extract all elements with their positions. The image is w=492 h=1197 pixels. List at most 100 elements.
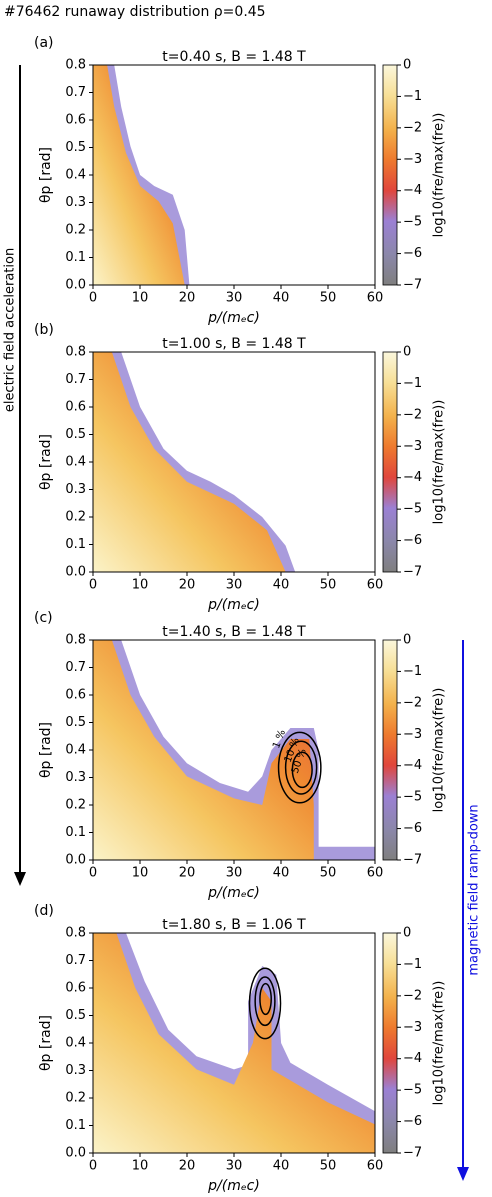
x-tick-label: 50 [320,866,337,881]
y-tick-label: 0.2 [65,798,86,813]
y-axis-label: θp [rad] [38,1015,54,1071]
arrow-label: electric field acceleration [3,248,18,412]
y-tick-label: 0.0 [65,1146,86,1161]
colorbar-tick-label: −6 [403,533,422,548]
colorbar-tick-label: −6 [403,821,422,836]
y-tick-label: 0.2 [65,1091,86,1106]
figure-title: #76462 runaway distribution ρ=0.45 [4,4,266,20]
y-tick-label: 0.8 [65,926,86,941]
colorbar-tick-label: 0 [403,926,411,941]
y-tick-label: 0.7 [65,953,86,968]
x-tick-label: 60 [367,291,384,306]
colorbar-tick-label: −3 [403,439,422,454]
y-tick-label: 0.4 [65,743,86,758]
x-tick-label: 30 [226,291,243,306]
colorbar-tick-label: −4 [403,470,422,485]
colorbar-tick-label: −4 [403,183,422,198]
y-tick-label: 0.6 [65,113,86,128]
colorbar [382,639,398,861]
x-tick-label: 30 [226,1159,243,1174]
y-tick-label: 0.1 [65,537,86,552]
y-tick-label: 0.4 [65,1036,86,1051]
y-tick-label: 0.5 [65,140,86,155]
y-tick-label: 0.0 [65,565,86,580]
heatmap-core [93,640,314,860]
colorbar [382,64,398,286]
contour [248,967,282,1040]
x-tick-label: 0 [89,1159,97,1174]
x-axis-label: p/(mₑc) [207,310,260,326]
contour [277,731,322,804]
x-tick-label: 60 [367,1159,384,1174]
x-tick-label: 10 [132,291,149,306]
heatmap-core [93,933,375,1153]
colorbar-tick-label: −6 [403,246,422,261]
colorbar-tick-label: −3 [403,1020,422,1035]
colorbar-tick-label: −5 [403,790,422,805]
colorbar-tick-label: −2 [403,695,422,710]
colorbar-tick-label: −7 [403,278,422,293]
panel-label: (d) [34,903,54,919]
contour [259,982,272,1016]
colorbar-tick-label: −2 [403,120,422,135]
y-tick-label: 0.4 [65,455,86,470]
x-tick-label: 0 [89,291,97,306]
y-tick-label: 0.6 [65,400,86,415]
x-tick-label: 30 [226,866,243,881]
colorbar-tick-label: −5 [403,1083,422,1098]
y-tick-label: 0.8 [65,345,86,360]
colorbar-tick-label: 0 [403,58,411,73]
arrow-head [14,872,26,886]
x-tick-label: 30 [226,578,243,593]
x-tick-label: 40 [273,866,290,881]
y-tick-label: 0.1 [65,250,86,265]
panel-label: (b) [34,322,54,338]
x-tick-label: 50 [320,578,337,593]
colorbar-tick-label: −5 [403,215,422,230]
y-tick-label: 0.7 [65,660,86,675]
x-tick-label: 10 [132,578,149,593]
colorbar-label: log10(fre/max(fre)) [432,981,447,1106]
y-tick-label: 0.5 [65,715,86,730]
colorbar [382,932,398,1154]
x-axis-label: p/(mₑc) [207,1178,260,1194]
x-tick-label: 40 [273,291,290,306]
colorbar-tick-label: 0 [403,633,411,648]
chart-title: t=1.40 s, B = 1.48 T [162,624,306,640]
colorbar-tick-label: −1 [403,957,422,972]
y-tick-label: 0.2 [65,223,86,238]
x-tick-label: 10 [132,1159,149,1174]
x-tick-label: 50 [320,1159,337,1174]
colorbar-label: log10(fre/max(fre)) [432,688,447,813]
y-tick-label: 0.5 [65,427,86,442]
colorbar-tick-label: −4 [403,758,422,773]
y-tick-label: 0.8 [65,58,86,73]
x-tick-label: 20 [179,291,196,306]
colorbar-tick-label: −1 [403,376,422,391]
chart-title: t=1.80 s, B = 1.06 T [162,917,306,933]
y-axis-label: θp [rad] [38,147,54,203]
colorbar-tick-label: −3 [403,727,422,742]
colorbar-tick-label: −2 [403,988,422,1003]
heatmap-core [93,352,286,572]
contour [291,751,313,789]
x-tick-label: 60 [367,866,384,881]
x-tick-label: 20 [179,1159,196,1174]
y-tick-label: 0.3 [65,770,86,785]
y-tick-label: 0.1 [65,825,86,840]
y-tick-label: 0.1 [65,1118,86,1133]
colorbar-tick-label: 0 [403,345,411,360]
colorbar-tick-label: −1 [403,89,422,104]
colorbar-tick-label: −7 [403,565,422,580]
y-tick-label: 0.0 [65,853,86,868]
x-tick-label: 0 [89,866,97,881]
chart-title: t=0.40 s, B = 1.48 T [162,49,306,65]
x-tick-label: 50 [320,291,337,306]
x-tick-label: 10 [132,866,149,881]
colorbar-tick-label: −3 [403,152,422,167]
y-tick-label: 0.5 [65,1008,86,1023]
y-tick-label: 0.8 [65,633,86,648]
x-axis-label: p/(mₑc) [207,885,260,901]
x-tick-label: 40 [273,1159,290,1174]
y-tick-label: 0.6 [65,688,86,703]
